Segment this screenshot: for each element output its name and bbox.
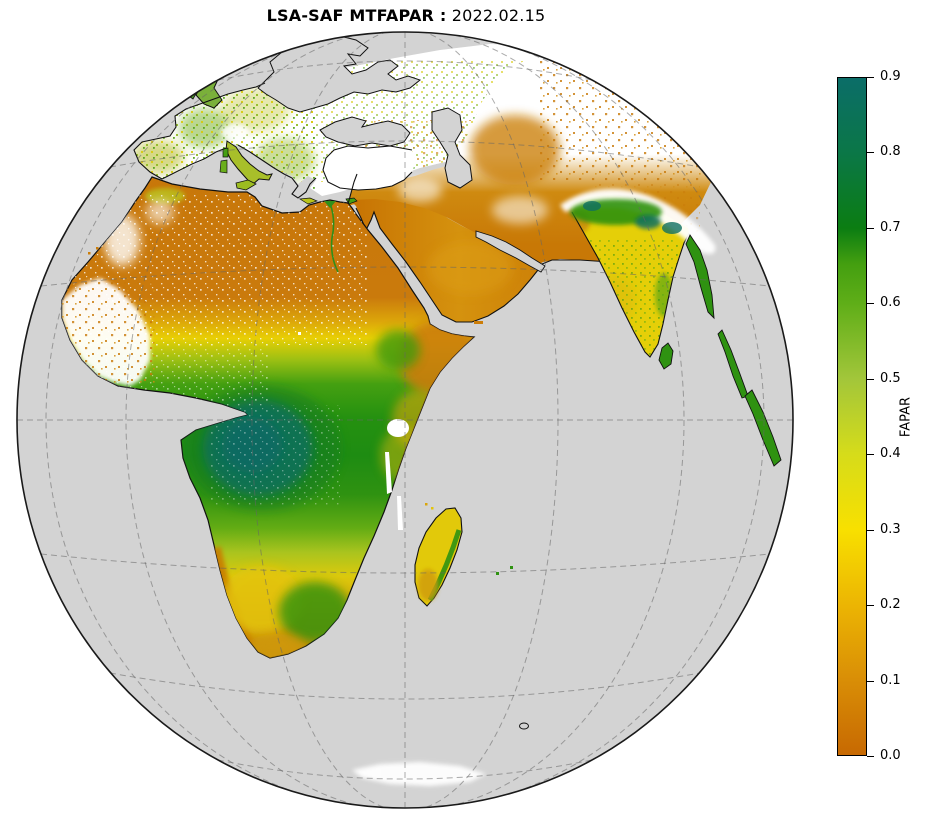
marion-island bbox=[519, 722, 529, 730]
anatolia-landmass bbox=[323, 146, 416, 190]
mascarene-islands bbox=[496, 566, 513, 575]
nile-delta bbox=[324, 201, 336, 208]
globe-outline bbox=[16, 31, 794, 809]
sri-lanka bbox=[658, 342, 674, 370]
tick-label: 0.8 bbox=[880, 144, 901, 159]
graticule bbox=[17, 32, 793, 808]
tick-label: 0.3 bbox=[880, 522, 901, 537]
canary-islands bbox=[88, 247, 99, 255]
caspian-sea bbox=[431, 107, 473, 189]
ethiopian-highlands-green bbox=[376, 330, 420, 370]
south-nodata-patch bbox=[352, 762, 486, 786]
india-coastline bbox=[571, 211, 690, 358]
africa-landmass bbox=[61, 176, 476, 659]
fapar-colorbar bbox=[837, 77, 867, 756]
madagascar bbox=[414, 507, 463, 607]
italy-landmass bbox=[225, 140, 273, 186]
tick-label: 0.4 bbox=[880, 446, 901, 461]
figure-title: LSA-SAF MTFAPAR : 2022.02.15 bbox=[0, 6, 812, 25]
himalaya-foothills-teal bbox=[635, 215, 661, 229]
northeast-india-teal bbox=[662, 222, 682, 234]
tick-label: 0.7 bbox=[880, 220, 901, 235]
sicily bbox=[235, 179, 257, 191]
punjab-teal bbox=[583, 201, 601, 211]
product-name: LSA-SAF MTFAPAR : bbox=[266, 6, 447, 25]
anatolia-coastline bbox=[322, 145, 413, 191]
figure-date: 2022.02.15 bbox=[451, 6, 546, 25]
rift-valley-lakes bbox=[298, 332, 409, 530]
tick-label: 0.5 bbox=[880, 371, 901, 386]
tick-label: 0.2 bbox=[880, 597, 901, 612]
socotra bbox=[474, 321, 483, 324]
tick-label: 0.0 bbox=[880, 748, 901, 763]
nile-river bbox=[329, 202, 339, 273]
tick-label: 0.9 bbox=[880, 69, 901, 84]
black-sea bbox=[319, 116, 411, 147]
europe-coastlines bbox=[133, 82, 358, 205]
corsica bbox=[222, 147, 229, 158]
persian-gulf bbox=[475, 230, 546, 273]
crete bbox=[298, 197, 318, 205]
southeast-asia bbox=[685, 234, 782, 467]
tick-label: 0.1 bbox=[880, 673, 901, 688]
comoros bbox=[425, 503, 434, 510]
sardinia bbox=[219, 159, 228, 174]
tick-label: 0.6 bbox=[880, 295, 901, 310]
colorbar-axis-label: FAPAR bbox=[898, 396, 914, 438]
